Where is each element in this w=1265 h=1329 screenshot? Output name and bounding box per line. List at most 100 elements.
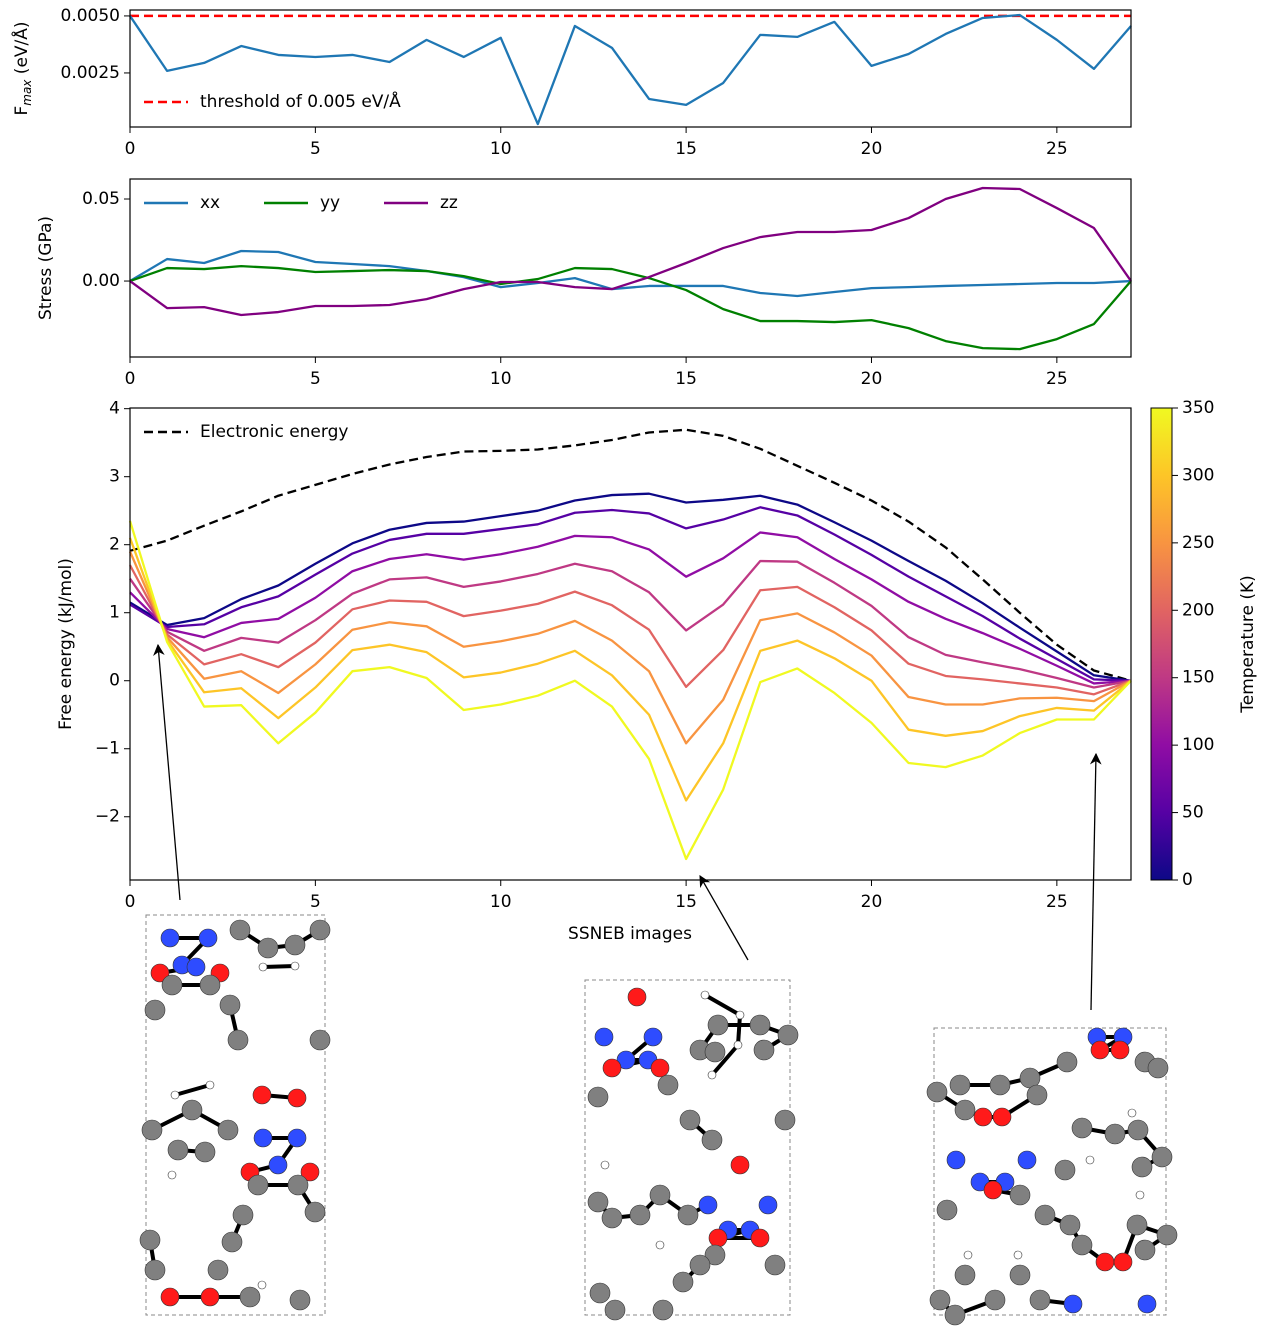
atom — [588, 1087, 608, 1107]
x-tick-label: 10 — [490, 892, 512, 912]
y-tick-label: 3 — [109, 467, 120, 487]
atom — [1091, 1041, 1109, 1059]
atom — [1157, 1225, 1177, 1245]
atom — [228, 1030, 248, 1050]
atom — [945, 1305, 965, 1325]
atom — [750, 1015, 770, 1035]
atom — [259, 963, 267, 971]
plot-frame — [130, 408, 1131, 880]
atom — [168, 1140, 188, 1160]
figure: 05101520250.00250.0050threshold of 0.005… — [0, 0, 1265, 1329]
series-line — [130, 532, 1131, 683]
atom — [195, 1142, 215, 1162]
atom — [708, 1015, 728, 1035]
atom — [644, 1028, 662, 1046]
x-tick-label: 15 — [675, 369, 697, 389]
y-axis-label: Free energy (kJ/mol) — [56, 558, 76, 730]
atom — [140, 1230, 160, 1250]
molecule-structures — [140, 920, 1177, 1325]
atom — [708, 1071, 716, 1079]
legend-label: threshold of 0.005 eV/Å — [200, 90, 401, 112]
x-tick-label: 0 — [125, 369, 136, 389]
atom — [291, 962, 299, 970]
series-line — [130, 430, 1131, 681]
atom — [161, 1288, 179, 1306]
atom — [1086, 1156, 1094, 1164]
atom — [590, 1283, 610, 1303]
atom — [1064, 1295, 1082, 1313]
atom — [310, 1030, 330, 1050]
atom — [1014, 1251, 1022, 1259]
colorbar-label: Temperature (K) — [1238, 575, 1258, 714]
atom — [673, 1272, 693, 1292]
y-axis-label: Fmax (eV/Å) — [10, 21, 34, 115]
colorbar-tick-label: 50 — [1182, 803, 1204, 823]
atom — [305, 1202, 325, 1222]
atom — [702, 1130, 722, 1150]
atom — [1135, 1240, 1155, 1260]
y-tick-label: 1 — [109, 603, 120, 623]
legend-label: yy — [320, 193, 340, 213]
atom — [288, 1175, 308, 1195]
atom — [222, 1232, 242, 1252]
series-line — [130, 521, 1131, 859]
atom — [1018, 1151, 1036, 1169]
atom — [269, 1156, 287, 1174]
atom — [1152, 1147, 1172, 1167]
y-tick-label: −2 — [95, 807, 120, 827]
series-line — [130, 561, 1131, 688]
atom — [218, 1120, 238, 1140]
atom — [653, 1300, 673, 1320]
atom — [709, 1229, 727, 1247]
arrow — [700, 876, 748, 960]
atom — [778, 1025, 798, 1045]
atom — [208, 1260, 228, 1280]
legend-label: Electronic energy — [200, 422, 348, 442]
colorbar-tick-label: 350 — [1182, 398, 1214, 418]
x-tick-label: 0 — [125, 139, 136, 159]
x-tick-label: 0 — [125, 892, 136, 912]
atom — [288, 1089, 306, 1107]
y-tick-label: 0.00 — [82, 271, 120, 291]
atom — [1030, 1290, 1050, 1310]
atom — [1128, 1109, 1136, 1117]
atom — [182, 1100, 202, 1120]
atom — [754, 1040, 774, 1060]
y-axis-label-main: F — [12, 106, 32, 116]
colorbar-tick-label: 300 — [1182, 465, 1214, 485]
atom — [588, 1192, 608, 1212]
series-line — [130, 494, 1131, 681]
x-tick-label: 25 — [1046, 369, 1068, 389]
atom — [285, 935, 305, 955]
atom — [605, 1300, 625, 1320]
atom — [310, 920, 330, 940]
atom — [955, 1265, 975, 1285]
x-tick-label: 25 — [1046, 892, 1068, 912]
atom — [248, 1175, 268, 1195]
atom — [258, 1281, 266, 1289]
atom — [602, 1208, 622, 1228]
atom — [658, 1075, 678, 1095]
atom — [651, 1059, 669, 1077]
atom — [1111, 1041, 1129, 1059]
atom — [162, 975, 182, 995]
y-tick-label: 0.0025 — [61, 63, 120, 83]
y-tick-label: −1 — [95, 739, 120, 759]
atom — [993, 1108, 1011, 1126]
atom — [759, 1196, 777, 1214]
x-tick-label: 5 — [310, 369, 321, 389]
legend-label: xx — [200, 193, 220, 213]
atom — [1136, 1191, 1144, 1199]
atom — [1072, 1235, 1092, 1255]
series-line — [130, 538, 1131, 801]
y-tick-label: 4 — [109, 399, 120, 419]
x-tick-label: 25 — [1046, 139, 1068, 159]
atom — [751, 1229, 769, 1247]
atom — [288, 1129, 306, 1147]
x-tick-label: 20 — [861, 892, 883, 912]
atom — [253, 1086, 271, 1104]
bond — [738, 1015, 740, 1045]
y-tick-label: 2 — [109, 535, 120, 555]
atom — [1010, 1185, 1030, 1205]
colorbar-tick-label: 0 — [1182, 870, 1193, 890]
